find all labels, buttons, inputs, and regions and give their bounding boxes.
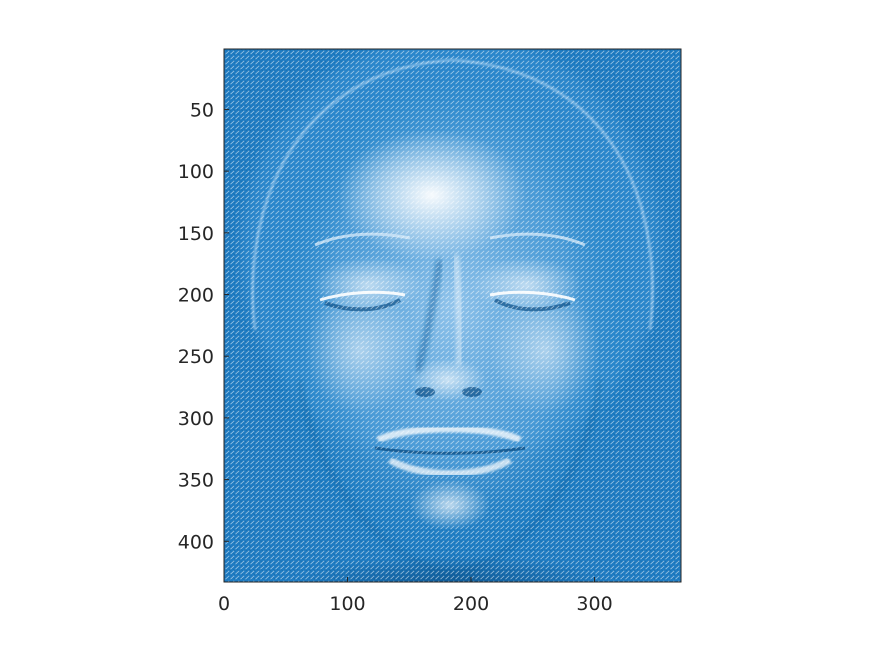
x-tick-label: 100 [329,593,365,615]
y-tick-label: 50 [190,99,214,121]
x-tick-label: 200 [453,593,489,615]
y-tick-label: 200 [178,285,214,307]
heatmap-image [224,49,681,582]
y-tick-label: 300 [178,408,214,430]
y-tick-label: 100 [178,161,214,183]
y-tick-label: 250 [178,346,214,368]
plot-frame [223,48,682,583]
y-tick-label: 400 [178,531,214,553]
x-tick-label: 0 [218,593,230,615]
y-tick-label: 350 [178,470,214,492]
vector-field-overlay [224,49,681,582]
x-axis: 0 100 200 300 [218,577,613,615]
y-tick-label: 150 [178,223,214,245]
x-tick-label: 300 [576,593,612,615]
y-axis: 50 100 150 200 250 300 350 400 [178,99,229,553]
